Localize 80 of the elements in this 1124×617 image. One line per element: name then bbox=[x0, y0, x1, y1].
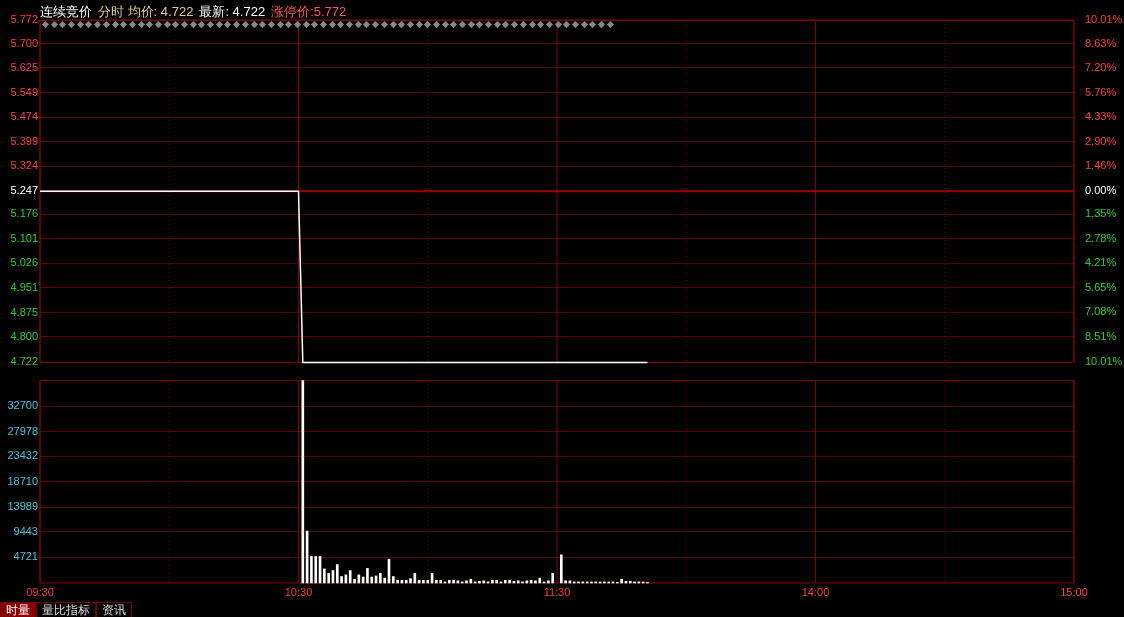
bar bbox=[551, 572, 555, 584]
y2-tick-label: 10.01% bbox=[1085, 355, 1123, 368]
y-tick-label: 5.247 bbox=[10, 184, 38, 197]
x-tick-label: 11:30 bbox=[543, 585, 571, 598]
y-tick-label: 23432 bbox=[7, 449, 38, 462]
y2-tick-label: 2.78% bbox=[1085, 231, 1117, 244]
bar bbox=[503, 579, 507, 584]
y-tick-label: 5.549 bbox=[10, 85, 38, 98]
bar bbox=[323, 568, 326, 584]
y-tick-label: 4.951 bbox=[10, 280, 38, 293]
bar bbox=[301, 380, 305, 584]
bar bbox=[314, 556, 318, 584]
bar bbox=[439, 579, 443, 584]
y2-tick-label: 4.21% bbox=[1085, 256, 1117, 269]
bar bbox=[310, 556, 313, 584]
y-tick-label: 4.875 bbox=[10, 305, 38, 318]
y-tick-label: 5.625 bbox=[10, 60, 38, 73]
y2-tick-label: 10.01% bbox=[1085, 13, 1123, 26]
bar bbox=[422, 579, 425, 584]
bar bbox=[366, 568, 369, 584]
bar bbox=[335, 564, 339, 584]
bar bbox=[327, 572, 330, 584]
y-tick-label: 18710 bbox=[7, 474, 38, 487]
bar bbox=[435, 579, 438, 584]
bar bbox=[491, 579, 494, 584]
x-tick-label: 14:00 bbox=[801, 585, 830, 598]
y-tick-label: 32700 bbox=[7, 399, 38, 412]
y2-tick-label: 2.90% bbox=[1085, 134, 1117, 147]
bar bbox=[426, 579, 430, 584]
text: 最新: 4.722 bbox=[199, 4, 266, 19]
bar bbox=[413, 572, 417, 584]
y2-tick-label: 0.00% bbox=[1085, 184, 1117, 197]
y2-tick-label: 8.63% bbox=[1085, 36, 1117, 49]
y2-tick-label: 5.76% bbox=[1085, 85, 1117, 98]
text: 时量 bbox=[0, 602, 36, 617]
bar bbox=[357, 574, 361, 584]
y2-tick-label: 1.46% bbox=[1085, 159, 1117, 172]
y-tick-label: 5.324 bbox=[10, 159, 38, 172]
y2-tick-label: 7.20% bbox=[1085, 61, 1117, 74]
y-tick-label: 4.800 bbox=[10, 330, 38, 342]
text: 分时 均价: 4.722 bbox=[98, 4, 194, 19]
y2-tick-label: 7.08% bbox=[1085, 305, 1117, 318]
y2-tick-label: 8.51% bbox=[1085, 329, 1117, 342]
bar bbox=[495, 579, 499, 584]
y-tick-label: 4721 bbox=[13, 550, 38, 563]
bar bbox=[404, 579, 408, 584]
bar bbox=[396, 579, 399, 584]
bar bbox=[628, 581, 632, 584]
bar bbox=[620, 578, 623, 584]
y2-tick-label: 1.35% bbox=[1085, 207, 1117, 220]
text: 量比指标 bbox=[36, 602, 96, 617]
chart-title: 连续竞价 bbox=[40, 4, 92, 19]
y-tick-label: 9443 bbox=[13, 524, 38, 537]
text: 涨停价:5.772 bbox=[271, 4, 347, 19]
text: 资讯 bbox=[96, 602, 132, 617]
bar bbox=[508, 579, 511, 584]
y-tick-label: 27978 bbox=[7, 424, 38, 437]
y-tick-label: 5.474 bbox=[10, 110, 38, 123]
bar bbox=[383, 577, 386, 584]
bar bbox=[348, 570, 352, 584]
y2-tick-label: 4.33% bbox=[1085, 110, 1117, 123]
bar bbox=[379, 572, 382, 584]
y-tick-label: 5.026 bbox=[10, 256, 38, 269]
y-tick-label: 13989 bbox=[7, 500, 38, 513]
y-tick-label: 4.722 bbox=[10, 355, 38, 368]
x-tick-label: 10:30 bbox=[284, 585, 313, 598]
bar bbox=[559, 554, 563, 584]
x-tick-label: 09:30 bbox=[26, 585, 54, 598]
y2-tick-label: 5.65% bbox=[1085, 280, 1117, 293]
bar bbox=[447, 579, 451, 584]
y-tick-label: 5.772 bbox=[10, 13, 38, 26]
x-tick-label: 15:00 bbox=[1060, 585, 1088, 598]
bar bbox=[478, 581, 481, 584]
bar bbox=[538, 577, 542, 584]
y-tick-label: 5.176 bbox=[10, 207, 38, 220]
bar bbox=[452, 579, 455, 584]
y-tick-label: 5.700 bbox=[10, 36, 38, 49]
y-tick-label: 5.399 bbox=[10, 134, 38, 147]
y-tick-label: 5.101 bbox=[10, 231, 38, 244]
bar bbox=[391, 576, 395, 584]
